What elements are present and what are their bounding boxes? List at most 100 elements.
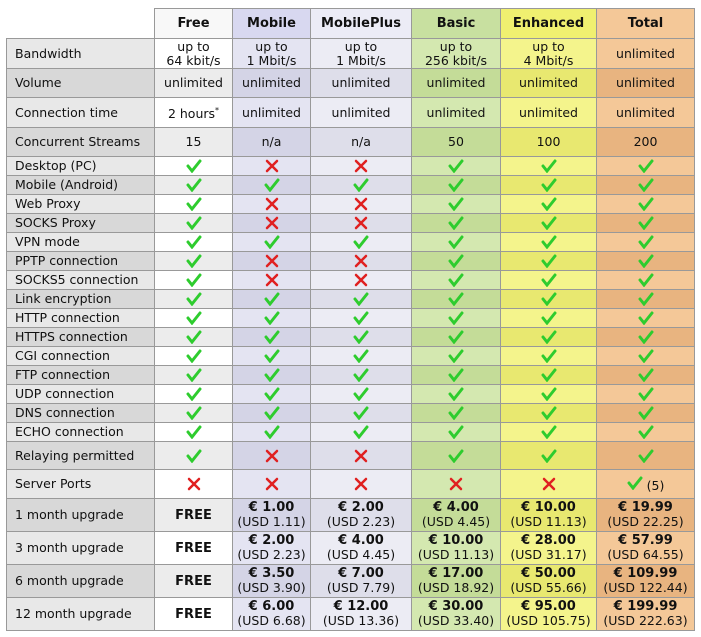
check-icon bbox=[186, 330, 201, 345]
table-row: Server Ports (5) bbox=[6, 469, 695, 499]
check-icon bbox=[186, 311, 201, 326]
cell: unlimited bbox=[596, 97, 695, 128]
check-icon bbox=[638, 254, 653, 269]
check-icon bbox=[264, 349, 279, 364]
check-icon bbox=[638, 159, 653, 174]
cell bbox=[411, 194, 501, 214]
table-row: Concurrent Streams 15 n/a n/a 50 100 200 bbox=[6, 127, 695, 157]
cell: n/a bbox=[310, 127, 412, 157]
check-icon bbox=[186, 387, 201, 402]
cross-icon bbox=[354, 217, 368, 230]
cell bbox=[411, 403, 501, 423]
check-icon bbox=[638, 387, 653, 402]
cell bbox=[500, 327, 597, 347]
check-icon bbox=[448, 178, 464, 193]
cell bbox=[596, 422, 695, 442]
table-row: CGI connection bbox=[6, 346, 695, 366]
cell bbox=[310, 384, 412, 404]
cell-text: unlimited bbox=[616, 45, 675, 61]
cell-line: 1 Mbit/s bbox=[336, 52, 386, 68]
check-icon bbox=[353, 387, 369, 402]
cell bbox=[232, 232, 311, 252]
cell: € 7.00 (USD 7.79) bbox=[310, 564, 412, 598]
cell bbox=[310, 156, 412, 176]
cell bbox=[411, 270, 501, 290]
cell: € 1.00 (USD 1.11) bbox=[232, 498, 311, 532]
price-usd: (USD 33.40) bbox=[417, 613, 495, 628]
cell bbox=[596, 308, 695, 328]
cell-text: 50 bbox=[448, 134, 464, 149]
cell bbox=[232, 327, 311, 347]
cell bbox=[154, 441, 233, 470]
price-usd: (USD 11.13) bbox=[417, 547, 495, 562]
check-icon bbox=[638, 273, 653, 288]
check-icon bbox=[448, 425, 464, 440]
cell bbox=[154, 175, 233, 195]
cell bbox=[310, 346, 412, 366]
cell-line: 256 kbit/s bbox=[424, 52, 488, 68]
column-header: Free bbox=[154, 8, 233, 39]
price-eur: € 10.00 bbox=[521, 500, 576, 515]
price-eur: € 2.00 bbox=[248, 533, 295, 548]
cell: (5) bbox=[596, 469, 695, 499]
check-icon bbox=[541, 159, 556, 174]
cell: € 3.50 (USD 3.90) bbox=[232, 564, 311, 598]
cell: € 2.00 (USD 2.23) bbox=[232, 531, 311, 565]
cell bbox=[310, 251, 412, 271]
cell bbox=[596, 289, 695, 309]
cell-text: unlimited bbox=[242, 75, 301, 90]
cell-line: 1 Mbit/s bbox=[246, 52, 297, 68]
cell: € 30.00 (USD 33.40) bbox=[411, 597, 501, 631]
cross-icon bbox=[265, 274, 278, 287]
cell bbox=[232, 175, 311, 195]
check-icon bbox=[353, 368, 369, 383]
table-row: Desktop (PC) bbox=[6, 156, 695, 176]
cell bbox=[411, 422, 501, 442]
row-label: 1 month upgrade bbox=[6, 498, 155, 532]
row-label: VPN mode bbox=[6, 232, 155, 252]
check-icon bbox=[638, 178, 653, 193]
cell bbox=[154, 308, 233, 328]
check-icon bbox=[541, 235, 556, 250]
price-eur: € 17.00 bbox=[428, 566, 484, 581]
cell: 15 bbox=[154, 127, 233, 157]
check-icon bbox=[353, 349, 369, 364]
price-usd: (USD 3.90) bbox=[237, 580, 306, 595]
cell bbox=[232, 194, 311, 214]
comparison-table: Free Mobile MobilePlus Basic Enhanced Total B… bbox=[6, 8, 695, 631]
check-icon bbox=[448, 406, 464, 421]
cell-line: up to bbox=[532, 38, 565, 54]
cell-text: FREE bbox=[175, 507, 212, 523]
check-icon bbox=[541, 216, 556, 231]
cell bbox=[310, 327, 412, 347]
cell bbox=[232, 156, 311, 176]
table-row: SOCKS Proxy bbox=[6, 213, 695, 233]
price-usd: (USD 22.25) bbox=[607, 514, 684, 529]
cell bbox=[310, 194, 412, 214]
cell-text: unlimited bbox=[616, 104, 675, 120]
cell bbox=[411, 251, 501, 271]
cross-icon bbox=[265, 449, 278, 462]
price-eur: € 95.00 bbox=[521, 599, 576, 614]
cell bbox=[154, 251, 233, 271]
footnote-mark: * bbox=[215, 106, 220, 115]
cell: 200 bbox=[596, 127, 695, 157]
check-icon bbox=[541, 273, 556, 288]
cell bbox=[500, 289, 597, 309]
check-icon bbox=[353, 235, 369, 250]
cell: unlimited bbox=[596, 68, 695, 98]
check-icon bbox=[186, 406, 201, 421]
check-icon bbox=[448, 292, 464, 307]
check-icon bbox=[638, 235, 653, 250]
row-label: 3 month upgrade bbox=[6, 531, 155, 565]
check-icon bbox=[541, 311, 556, 326]
cell: FREE bbox=[154, 597, 233, 631]
cell: € 2.00 (USD 2.23) bbox=[310, 498, 412, 532]
cell bbox=[232, 422, 311, 442]
cell bbox=[596, 232, 695, 252]
cell bbox=[154, 270, 233, 290]
row-label: Connection time bbox=[6, 97, 155, 128]
cell bbox=[310, 175, 412, 195]
cell bbox=[154, 213, 233, 233]
